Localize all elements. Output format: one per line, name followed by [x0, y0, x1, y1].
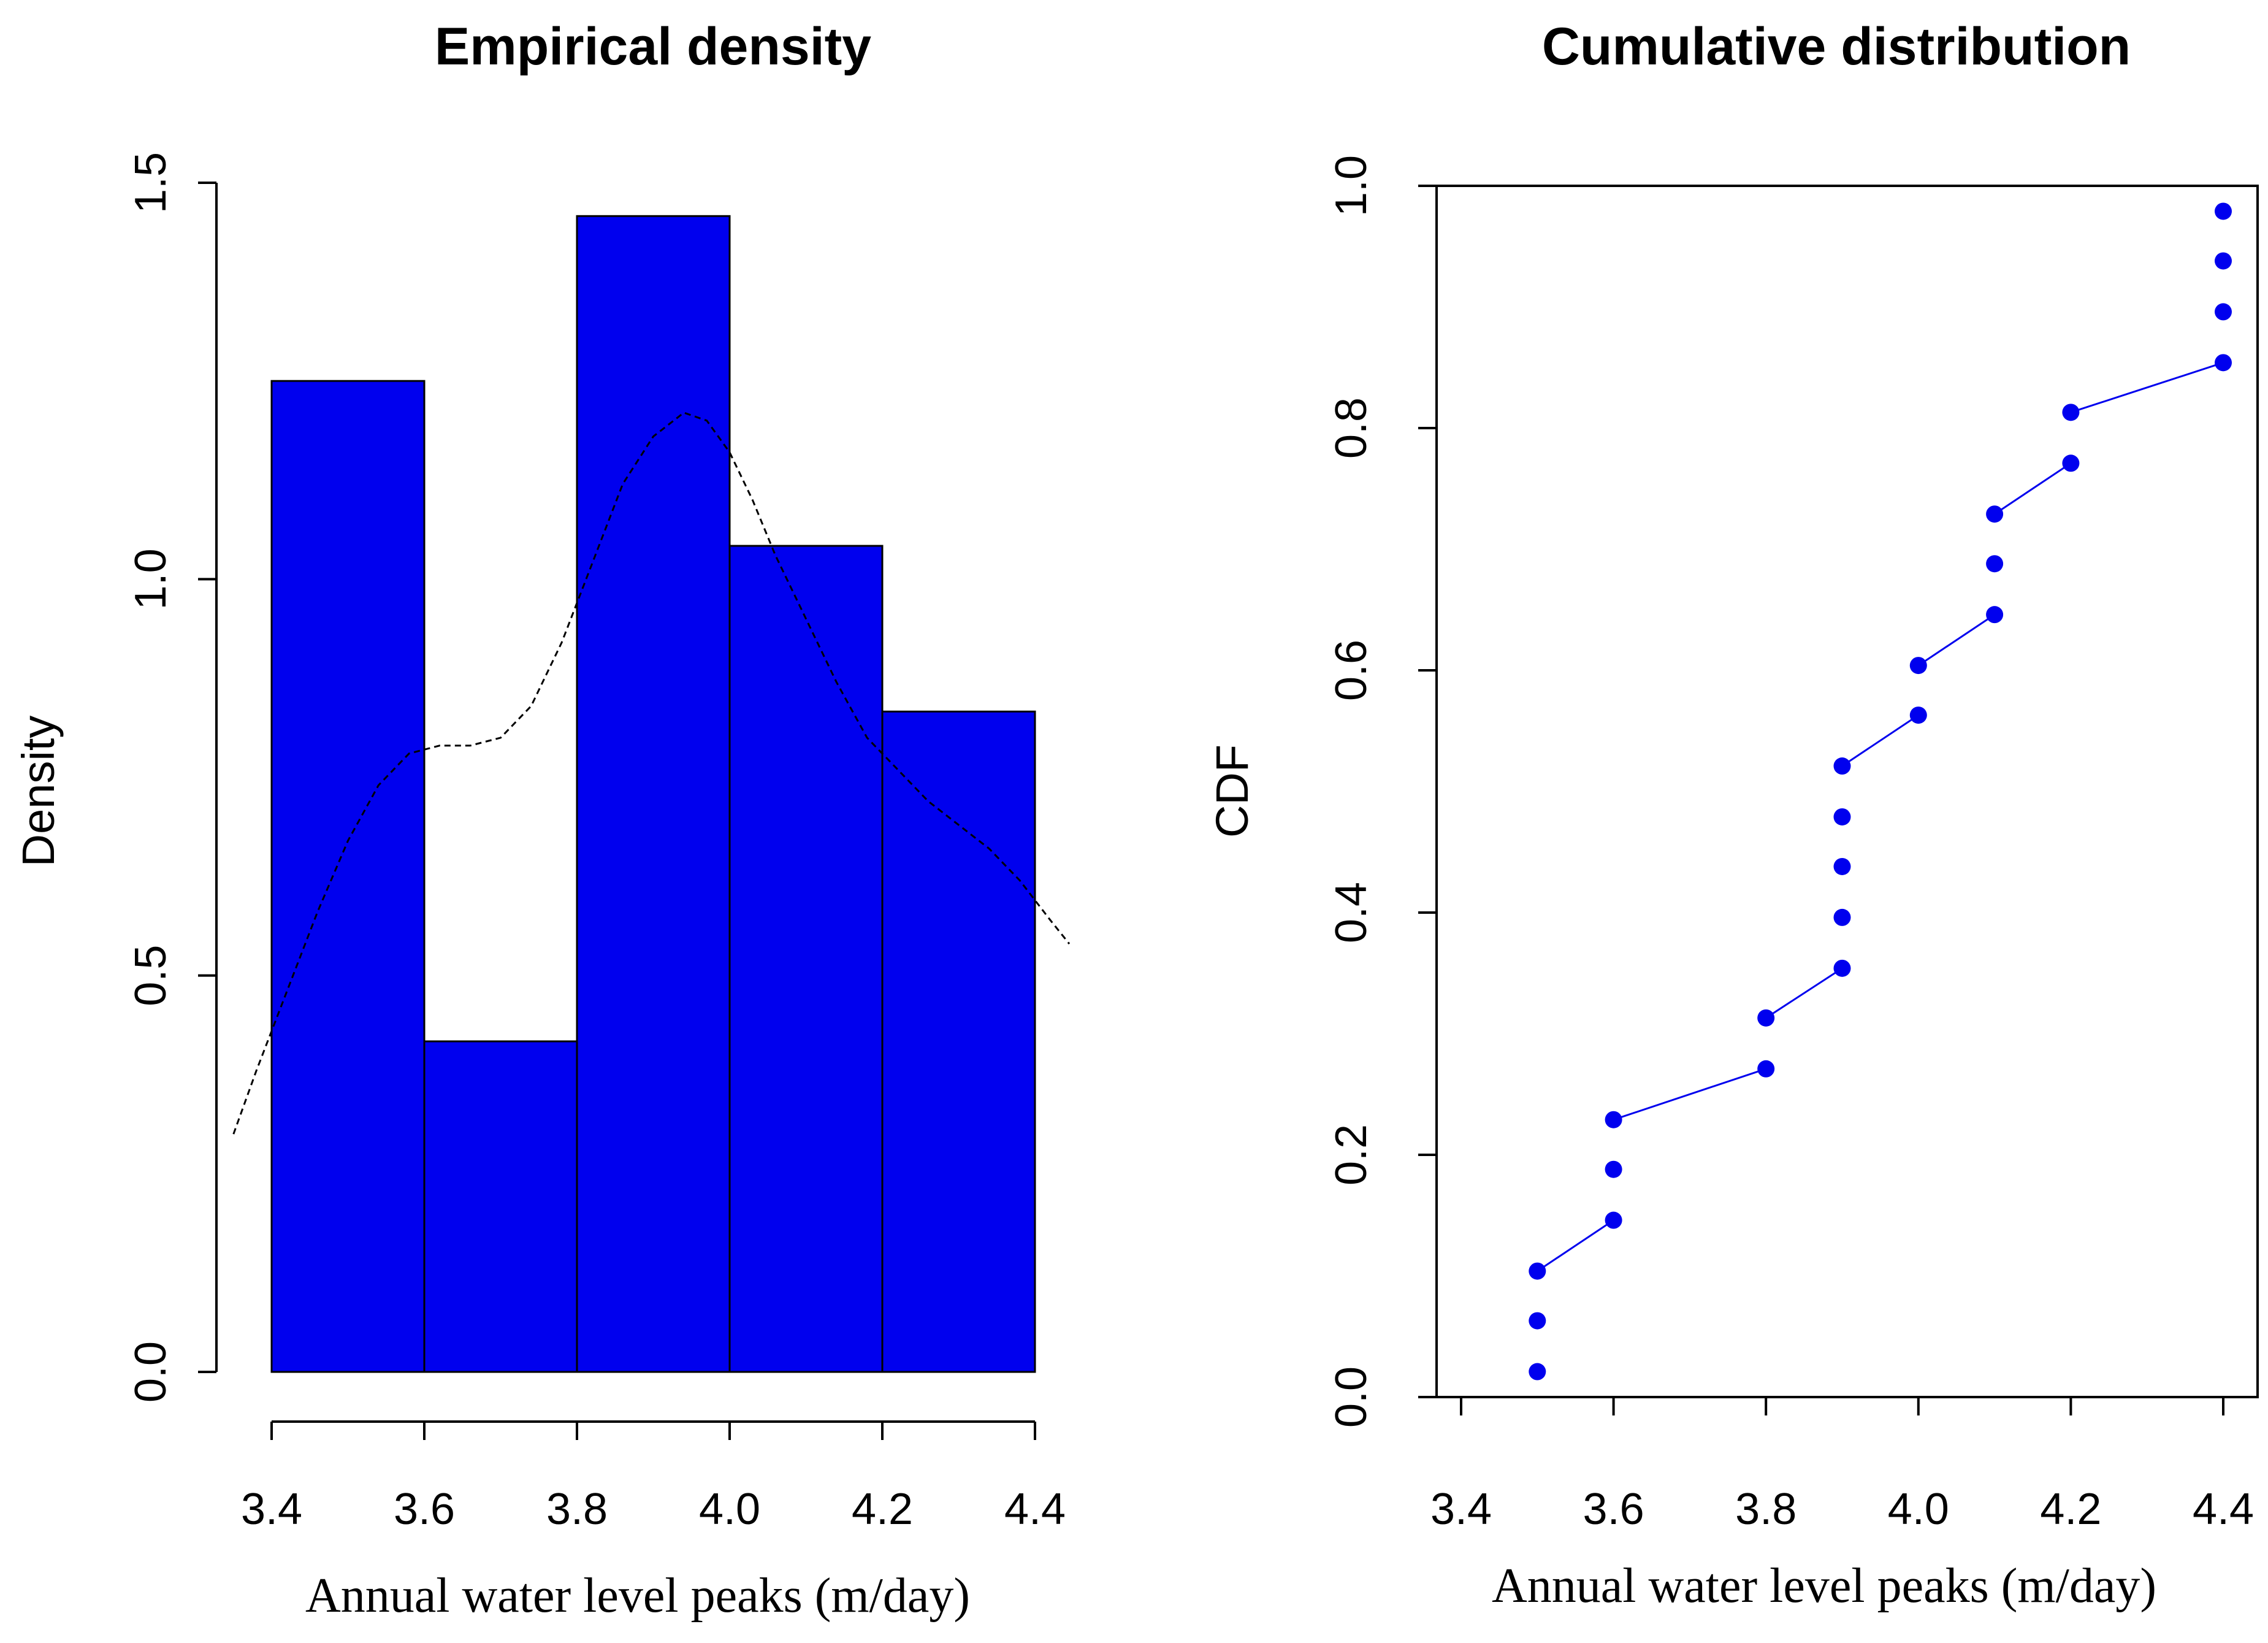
cdf-point-14 — [1909, 657, 1927, 675]
cdf-y-tick-label: 0.8 — [1327, 397, 1376, 459]
cdf-point-15 — [1986, 606, 2004, 624]
cdf-point-13 — [1909, 707, 1927, 724]
cdf-point-10 — [1833, 857, 1851, 875]
cdf-x-tick-label: 3.6 — [1583, 1485, 1644, 1534]
histogram-x-tick-label: 4.0 — [699, 1485, 760, 1534]
cdf-x-tick-label: 4.2 — [2040, 1485, 2101, 1534]
cdf-point-12 — [1833, 757, 1851, 775]
cdf-axes: 3.4 3.6 3.8 4.0 4.2 4.4 0.0 0.2 0.4 0.6 0.8 1.0 — [1327, 155, 2254, 1534]
cdf-y-tick-label: 0.0 — [1327, 1366, 1376, 1428]
histogram-y-tick-label: 0.5 — [126, 945, 175, 1006]
cdf-point-19 — [2062, 404, 2080, 421]
cdf-point-20 — [2215, 354, 2232, 372]
cdf-y-tick-label: 0.2 — [1327, 1124, 1376, 1185]
cdf-point-6 — [1757, 1060, 1775, 1078]
cdf-point-16 — [1986, 555, 2004, 573]
histogram-title: Empirical density — [435, 17, 871, 76]
cdf-connector-2 — [1765, 967, 1843, 1019]
density-curve — [232, 412, 1071, 1135]
cdf-x-tick-label: 4.4 — [2193, 1485, 2254, 1534]
cdf-point-3 — [1605, 1211, 1622, 1229]
cdf-point-22 — [2215, 252, 2232, 270]
cdf-x-tick-label: 3.4 — [1430, 1485, 1492, 1534]
density-histogram-panel: Empirical density Density Annual water l… — [13, 17, 1071, 1623]
cdf-x-tick-label: 4.0 — [1888, 1485, 1949, 1534]
histogram-y-axis-title: Density — [13, 716, 64, 867]
cdf-y-tick-label: 0.4 — [1327, 882, 1376, 943]
histogram-x-tick-label: 3.4 — [241, 1485, 302, 1534]
histogram-bar-0 — [270, 380, 426, 1373]
histogram-bar-4 — [881, 710, 1036, 1373]
histogram-y-tick-label: 0.0 — [126, 1341, 175, 1403]
cdf-point-11 — [1833, 808, 1851, 825]
histogram-bar-1 — [423, 1040, 578, 1373]
cdf-x-tick-label: 3.8 — [1735, 1485, 1796, 1534]
cdf-point-2 — [1529, 1262, 1546, 1280]
cdf-title: Cumulative distribution — [1542, 17, 2131, 76]
cdf-x-axis-title: Annual water level peaks (m/day) — [1492, 1559, 2156, 1613]
cdf-connector-0 — [1537, 1219, 1614, 1272]
cdf-point-8 — [1833, 959, 1851, 977]
histogram-x-tick-label: 4.2 — [852, 1485, 913, 1534]
histogram-bar-2 — [576, 215, 731, 1373]
histogram-y-tick-label: 1.0 — [126, 548, 175, 610]
histogram-x-tick-label: 4.4 — [1004, 1485, 1066, 1534]
cdf-point-18 — [2062, 454, 2080, 472]
cdf-point-0 — [1529, 1363, 1546, 1381]
cdf-y-tick-label: 1.0 — [1327, 155, 1376, 216]
cdf-point-1 — [1529, 1312, 1546, 1330]
histogram-axes: 3.4 3.6 3.8 4.0 4.2 4.4 0.0 0.5 1.0 1.5 — [126, 152, 1066, 1534]
cdf-points — [1529, 202, 2232, 1381]
cdf-y-tick-label: 0.6 — [1327, 640, 1376, 701]
cdf-point-21 — [2215, 303, 2232, 321]
cdf-connector-4 — [1917, 613, 1995, 667]
histogram-x-tick-label: 3.6 — [394, 1485, 455, 1534]
cdf-connector-3 — [1841, 714, 1919, 767]
cdf-connector-1 — [1613, 1068, 1766, 1121]
cdf-point-4 — [1605, 1160, 1622, 1178]
cdf-plot-box — [1435, 185, 2259, 1398]
cdf-connector-lines — [1537, 361, 2224, 1272]
cdf-point-9 — [1833, 908, 1851, 926]
cdf-point-17 — [1986, 505, 2004, 523]
histogram-x-tick-label: 3.8 — [546, 1485, 608, 1534]
histogram-x-axis-title: Annual water level peaks (m/day) — [305, 1569, 970, 1623]
cdf-point-7 — [1757, 1009, 1775, 1027]
histogram-y-tick-label: 1.5 — [126, 152, 175, 213]
histogram-bars — [270, 215, 1036, 1373]
cdf-point-23 — [2215, 202, 2232, 220]
cdf-point-5 — [1605, 1111, 1622, 1128]
cdf-connector-5 — [1994, 462, 2072, 515]
cdf-panel: Cumulative distribution CDF Annual water… — [1207, 17, 2259, 1613]
histogram-bar-3 — [728, 545, 884, 1373]
cdf-connector-6 — [2070, 361, 2224, 413]
cdf-y-axis-title: CDF — [1207, 745, 1258, 838]
